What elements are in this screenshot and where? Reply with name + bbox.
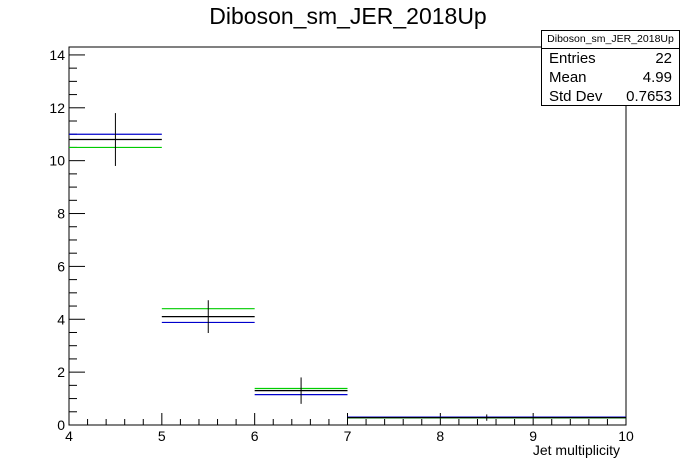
stats-value-stddev: 0.7653 xyxy=(626,88,672,105)
x-axis-title: Jet multiplicity xyxy=(533,442,620,458)
y-tick-label: 4 xyxy=(57,311,65,327)
y-tick-label: 14 xyxy=(49,47,65,63)
x-tick-label: 8 xyxy=(436,428,444,444)
stats-value-mean: 4.99 xyxy=(642,69,672,86)
stats-value-entries: 22 xyxy=(655,50,672,67)
stats-row-entries: Entries 22 xyxy=(542,49,679,68)
y-tick-label: 6 xyxy=(57,258,65,274)
x-tick-label: 10 xyxy=(618,428,634,444)
y-tick-label: 8 xyxy=(57,206,65,222)
x-tick-label: 4 xyxy=(65,428,73,444)
stats-title: Diboson_sm_JER_2018Up xyxy=(542,31,679,49)
x-tick-label: 9 xyxy=(529,428,537,444)
stats-row-stddev: Std Dev 0.7653 xyxy=(542,87,679,106)
y-axis: 0 2 4 6 8 10 12 14 xyxy=(49,47,85,433)
y-tick-label: 12 xyxy=(49,100,65,116)
x-tick-label: 5 xyxy=(158,428,166,444)
x-tick-label: 7 xyxy=(344,428,352,444)
x-axis: 4 5 6 7 8 9 10 xyxy=(65,413,634,444)
x-tick-label: 6 xyxy=(251,428,259,444)
stats-label-stddev: Std Dev xyxy=(549,88,603,105)
y-tick-label: 10 xyxy=(49,153,65,169)
series-layer xyxy=(69,113,626,421)
stats-box: Diboson_sm_JER_2018Up Entries 22 Mean 4.… xyxy=(541,30,680,106)
stats-label-entries: Entries xyxy=(549,50,596,67)
y-tick-label: 2 xyxy=(57,364,65,380)
chart-title: Diboson_sm_JER_2018Up xyxy=(209,3,486,29)
stats-row-mean: Mean 4.99 xyxy=(542,68,679,87)
stats-label-mean: Mean xyxy=(549,69,587,86)
y-tick-label: 0 xyxy=(57,417,65,433)
